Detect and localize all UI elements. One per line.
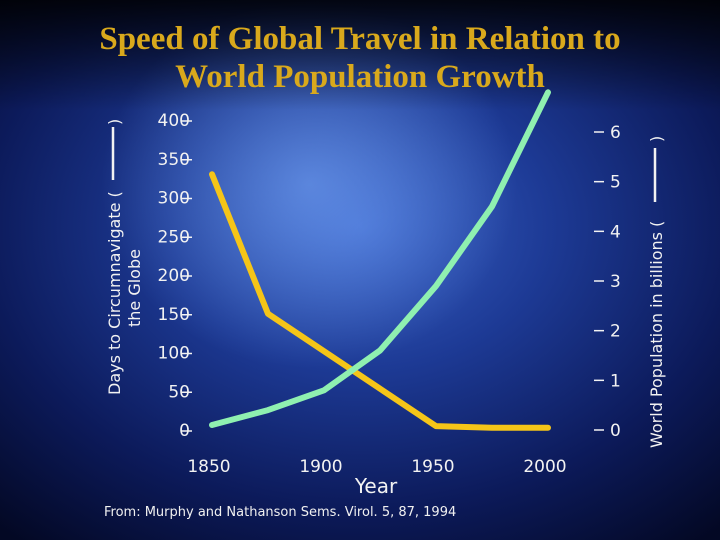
- source-citation: From: Murphy and Nathanson Sems. Virol. …: [104, 505, 457, 520]
- x-tick-label: 1900: [299, 457, 342, 477]
- title-line-1: Speed of Global Travel in Relation to: [99, 21, 621, 57]
- right-tick-label: 0: [610, 421, 621, 441]
- x-axis-ticks: 1850 1900 1950 2000: [187, 457, 566, 477]
- left-tick-label: 350: [158, 150, 190, 170]
- left-tick-label: 400: [158, 111, 190, 131]
- right-tick-label: 6: [610, 123, 621, 143]
- right-tick-label: 4: [610, 222, 621, 242]
- page-title: Speed of Global Travel in Relation to Wo…: [0, 20, 720, 96]
- left-tick-label: 100: [158, 344, 190, 364]
- left-axis-title-line-2: the Globe: [125, 249, 144, 327]
- right-axis-title: World Population in billions (: [647, 221, 666, 448]
- x-tick-label: 1850: [187, 457, 230, 477]
- x-axis-title: Year: [354, 474, 398, 498]
- left-tick-label: 50: [168, 382, 190, 402]
- world-population-line: [209, 89, 551, 428]
- chart-series: [209, 89, 551, 431]
- x-tick-label: 2000: [523, 457, 566, 477]
- left-tick-label: 150: [158, 305, 190, 325]
- left-axis-title-line-1: Days to Circumnavigate (: [105, 191, 124, 395]
- left-tick-label: 200: [158, 266, 190, 286]
- right-tick-label: 2: [610, 322, 621, 342]
- right-axis-ticks: 0 1 2 3 4 5 6: [594, 123, 621, 441]
- right-tick-label: 1: [610, 371, 621, 391]
- right-tick-label: 3: [610, 272, 621, 292]
- left-axis-title-paren: ): [105, 119, 124, 125]
- left-tick-label: 250: [158, 227, 190, 247]
- right-axis-title-paren: ): [647, 136, 666, 142]
- x-tick-label: 1950: [411, 457, 454, 477]
- left-tick-label: 300: [158, 189, 190, 209]
- title-line-2: World Population Growth: [175, 59, 545, 95]
- days-to-circumnavigate-line: [209, 171, 551, 431]
- right-tick-label: 5: [610, 173, 621, 193]
